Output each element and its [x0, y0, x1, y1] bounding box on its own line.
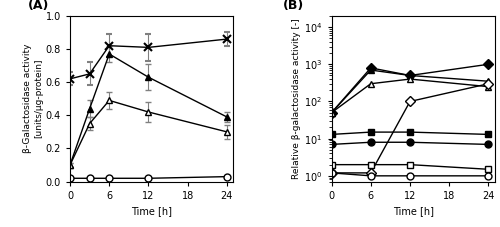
X-axis label: Time [h]: Time [h]	[393, 206, 434, 216]
Text: (A): (A)	[28, 0, 49, 12]
X-axis label: Time [h]: Time [h]	[131, 206, 172, 216]
Y-axis label: Relative β-galactosidase activity [-]: Relative β-galactosidase activity [-]	[292, 18, 302, 179]
Y-axis label: β-Galactosidase activity
[units/μg-protein]: β-Galactosidase activity [units/μg-prote…	[24, 44, 43, 153]
Text: (B): (B)	[282, 0, 304, 12]
